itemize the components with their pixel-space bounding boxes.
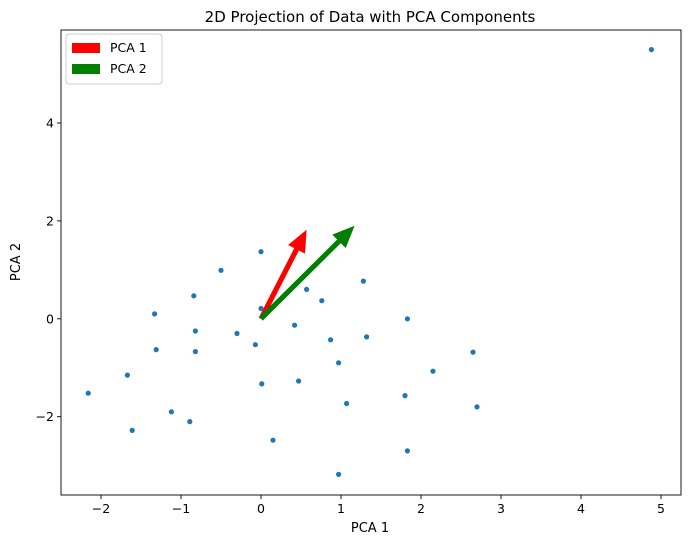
- data-point: [319, 298, 325, 304]
- data-point: [152, 311, 158, 317]
- data-point: [648, 47, 655, 53]
- data-point: [336, 360, 342, 366]
- data-point: [191, 293, 197, 299]
- data-point: [296, 378, 302, 384]
- data-point: [292, 322, 298, 328]
- legend-label-pca-1: PCA 1: [110, 40, 147, 55]
- legend-swatch-pca-2: [72, 64, 100, 74]
- data-point: [430, 368, 436, 374]
- data-point: [402, 393, 408, 399]
- data-point: [474, 404, 480, 410]
- data-point: [304, 286, 310, 292]
- data-point: [258, 249, 264, 255]
- legend-label-pca-2: PCA 2: [110, 61, 147, 76]
- data-point: [270, 437, 276, 443]
- y-axis-ticks: −2 0 2 4: [36, 116, 61, 424]
- plot-area: [85, 47, 655, 477]
- x-axis-ticks: −2 −1 0 1 2 3 4 5: [92, 495, 665, 516]
- data-point: [192, 349, 198, 355]
- data-point: [360, 278, 366, 284]
- y-tick-label: 2: [46, 213, 54, 228]
- data-point: [259, 381, 265, 387]
- data-point: [328, 337, 334, 343]
- data-point: [187, 419, 193, 425]
- data-point: [218, 267, 224, 273]
- chart-title: 2D Projection of Data with PCA Component…: [205, 8, 536, 26]
- y-tick-label: 4: [46, 116, 54, 131]
- data-point: [404, 448, 410, 454]
- data-point: [404, 316, 410, 322]
- data-point: [336, 471, 342, 477]
- x-tick-label: 5: [657, 501, 665, 516]
- data-point: [234, 330, 240, 337]
- x-tick-label: −1: [172, 501, 190, 516]
- arrow-pca-1: [258, 229, 307, 320]
- y-axis-label: PCA 2: [9, 243, 24, 281]
- data-point: [470, 349, 476, 355]
- x-tick-label: −2: [92, 501, 110, 516]
- data-point: [258, 305, 264, 312]
- data-point: [85, 390, 91, 396]
- x-axis-label: PCA 1: [351, 521, 389, 536]
- data-point: [192, 328, 198, 334]
- data-point: [344, 400, 350, 407]
- x-tick-label: 4: [577, 501, 585, 516]
- y-tick-label: −2: [36, 409, 54, 424]
- data-point: [153, 347, 159, 353]
- data-point: [124, 372, 130, 378]
- x-tick-label: 0: [257, 501, 265, 516]
- x-tick-label: 1: [337, 501, 345, 516]
- legend-swatch-pca-1: [72, 43, 100, 53]
- legend: PCA 1 PCA 2: [65, 33, 163, 85]
- data-point: [129, 427, 135, 433]
- arrow-pca-2: [259, 225, 355, 321]
- x-tick-label: 2: [417, 501, 425, 516]
- x-tick-label: 3: [497, 501, 505, 516]
- data-point: [364, 334, 370, 340]
- y-tick-label: 0: [46, 311, 54, 326]
- data-point: [252, 342, 258, 348]
- axes-frame: [60, 29, 682, 496]
- data-point: [168, 409, 174, 415]
